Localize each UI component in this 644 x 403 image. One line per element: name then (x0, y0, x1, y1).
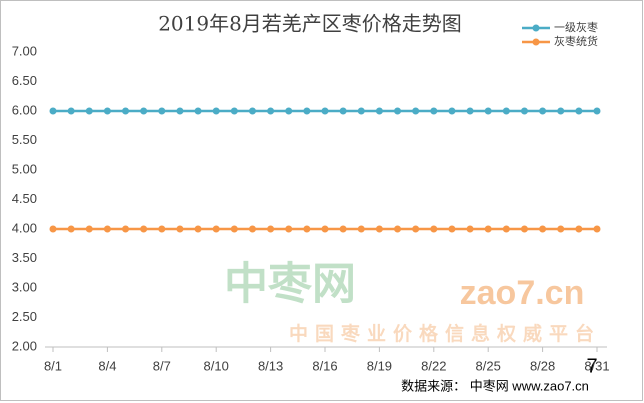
point (230, 225, 238, 233)
x-tick-label: 8/22 (421, 358, 446, 373)
y-tick-label: 2.00 (12, 338, 37, 353)
point (430, 107, 438, 115)
x-tick-label: 8/19 (367, 358, 392, 373)
point (502, 225, 510, 233)
point (248, 107, 256, 115)
x-tick-label: 8/25 (476, 358, 501, 373)
point (85, 107, 93, 115)
point (122, 107, 130, 115)
y-tick-label: 2.50 (12, 309, 37, 324)
point (575, 225, 583, 233)
point (466, 107, 474, 115)
y-tick-label: 5.50 (12, 132, 37, 147)
point (593, 225, 601, 233)
point (448, 107, 456, 115)
point (321, 107, 329, 115)
point (412, 225, 420, 233)
y-tick-label: 3.50 (12, 250, 37, 265)
point (85, 225, 93, 233)
watermark-slogan: 中国枣业价格信息权威平台 (289, 322, 601, 345)
point (248, 225, 256, 233)
point (176, 225, 184, 233)
point (158, 225, 166, 233)
point (267, 107, 275, 115)
point (176, 107, 184, 115)
point (394, 107, 402, 115)
point (103, 225, 111, 233)
legend-label: 一级灰枣 (554, 20, 598, 34)
y-tick-label: 5.00 (12, 161, 37, 176)
point (321, 225, 329, 233)
x-tick-label: 8/1 (44, 358, 62, 373)
x-tick-label: 8/31 (584, 358, 609, 373)
point (140, 225, 148, 233)
point (122, 225, 130, 233)
point (557, 225, 565, 233)
y-tick-label: 6.00 (12, 102, 37, 117)
point (539, 225, 547, 233)
x-tick-label: 8/7 (153, 358, 171, 373)
point (557, 107, 565, 115)
point (593, 107, 601, 115)
y-tick-label: 4.50 (12, 191, 37, 206)
point (375, 107, 383, 115)
legend-marker (532, 38, 540, 46)
x-tick-label: 8/28 (530, 358, 555, 373)
point (285, 107, 293, 115)
point (394, 225, 402, 233)
point (194, 225, 202, 233)
point (285, 225, 293, 233)
point (539, 107, 547, 115)
source: 数据来源： 中枣网 www.zao7.cn (401, 378, 589, 393)
point (357, 107, 365, 115)
point (303, 225, 311, 233)
point (103, 107, 111, 115)
point (466, 225, 474, 233)
point (140, 107, 148, 115)
point (212, 225, 220, 233)
point (194, 107, 202, 115)
point (484, 225, 492, 233)
watermark-domain: zao7.cn (460, 274, 585, 312)
point (375, 225, 383, 233)
y-tick-label: 7.00 (12, 43, 37, 58)
chart-title: 2019年8月若羌产区枣价格走势图 (158, 12, 462, 36)
watermark-name: 中枣网 (224, 260, 356, 309)
x-tick-label: 8/13 (258, 358, 283, 373)
point (67, 225, 75, 233)
point (502, 107, 510, 115)
legend-label: 灰枣统货 (554, 34, 598, 48)
point (412, 107, 420, 115)
point (520, 225, 528, 233)
legend-marker (532, 24, 540, 32)
y-tick-label: 6.50 (12, 73, 37, 88)
y-tick-label: 3.00 (12, 279, 37, 294)
x-tick-label: 8/10 (204, 358, 229, 373)
point (520, 107, 528, 115)
point (230, 107, 238, 115)
point (357, 225, 365, 233)
point (484, 107, 492, 115)
x-tick-label: 8/16 (312, 358, 337, 373)
point (430, 225, 438, 233)
point (49, 107, 57, 115)
point (158, 107, 166, 115)
point (49, 225, 57, 233)
point (303, 107, 311, 115)
point (339, 107, 347, 115)
point (212, 107, 220, 115)
x-tick-label: 8/4 (98, 358, 116, 373)
point (339, 225, 347, 233)
point (267, 225, 275, 233)
page-number: 7 (586, 355, 597, 377)
point (575, 107, 583, 115)
y-tick-label: 4.00 (12, 220, 37, 235)
point (448, 225, 456, 233)
point (67, 107, 75, 115)
